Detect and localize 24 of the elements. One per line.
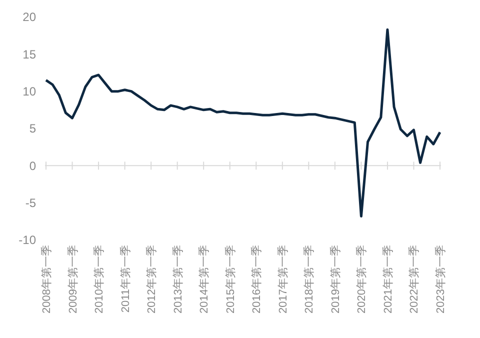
x-tick-label: 2014年第一季	[198, 245, 211, 314]
y-tick-label: 20	[22, 10, 36, 24]
x-tick-label: 2011年第一季	[118, 245, 132, 313]
y-tick-label: -5	[25, 196, 36, 210]
x-tick-label: 2019年第一季	[328, 245, 342, 314]
x-tick-label: 2020年第一季	[355, 245, 368, 314]
y-tick-label: 10	[22, 84, 36, 99]
x-tick-label: 2010年第一季	[92, 245, 106, 314]
x-tick-label: 2017年第一季	[276, 245, 290, 314]
x-tick-label: 2022年第一季	[408, 245, 421, 314]
x-tick-label: 2016年第一季	[250, 245, 264, 314]
x-tick-label: 2021年第一季	[381, 245, 394, 314]
x-tick-label: 2009年第一季	[66, 245, 80, 314]
x-tick-label: 2023年第一季	[434, 245, 447, 314]
y-tick-label: 5	[29, 122, 36, 136]
y-tick-label: 15	[22, 47, 36, 62]
x-tick-label: 2013年第一季	[171, 245, 184, 314]
x-tick-label: 2018年第一季	[302, 245, 316, 314]
y-tick-label: -10	[18, 233, 36, 248]
y-tick-label: 0	[29, 158, 36, 173]
x-tick-label: 2008年第一季	[40, 245, 53, 314]
line-series	[44, 28, 442, 218]
x-tick-label: 2015年第一季	[224, 245, 237, 314]
x-tick-label: 2012年第一季	[145, 245, 158, 314]
